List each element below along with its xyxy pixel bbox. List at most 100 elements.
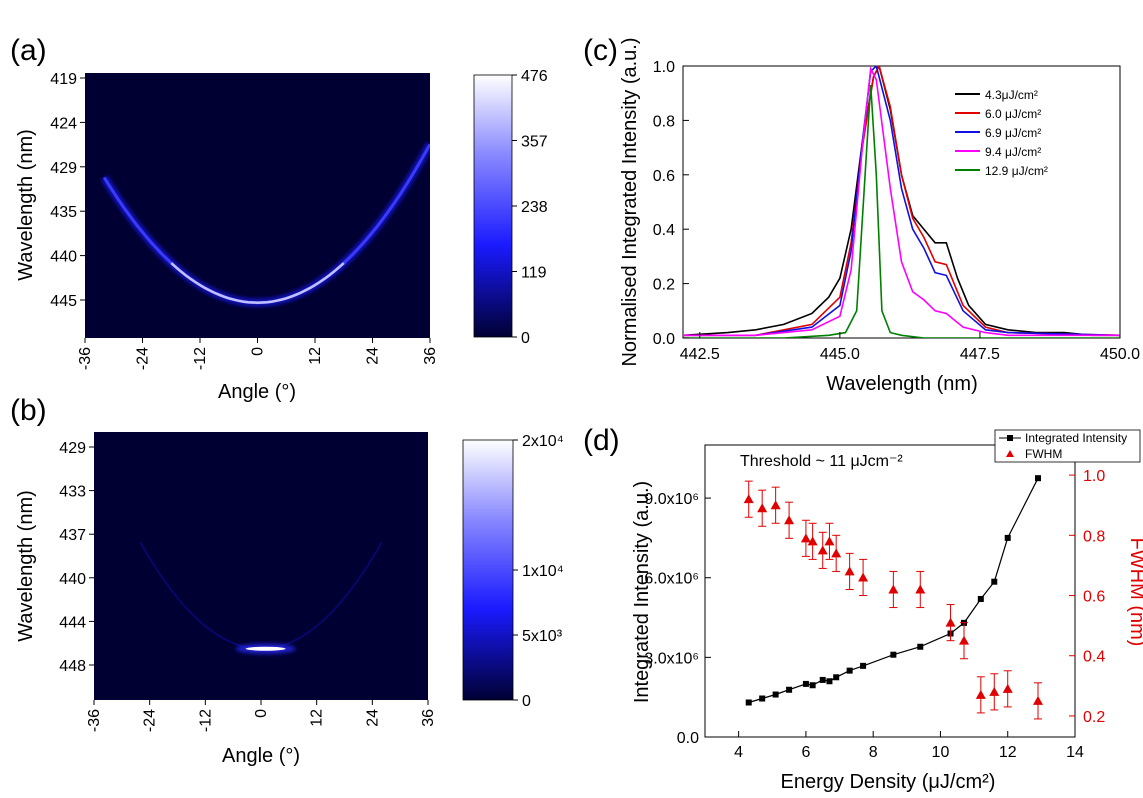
- threshold-xlabel: Energy Density (μJ/cm²): [781, 771, 996, 793]
- y-right-tick-label: 0.6: [1083, 589, 1105, 606]
- x-tick-label: 450.0: [1100, 346, 1140, 363]
- intensity-point: [826, 678, 833, 685]
- x-tick-label: 24: [365, 347, 382, 365]
- intensity-point: [846, 667, 853, 674]
- y-tick-label: 435: [50, 204, 77, 221]
- y-tick-label: 3.0x10⁶: [644, 650, 699, 667]
- heatmap-a-xlabel: Angle (°): [218, 381, 296, 403]
- x-tick-label: 0: [253, 709, 270, 718]
- fwhm-point: [975, 689, 986, 699]
- panel-label-d: (d): [583, 424, 620, 457]
- intensity-point: [917, 643, 924, 650]
- fwhm-point: [831, 548, 842, 558]
- intensity-point: [1035, 475, 1041, 482]
- heatmap-b-xlabel: Angle (°): [222, 745, 300, 767]
- threshold-ylabel-right: FWHM (nm): [1126, 538, 1143, 647]
- panel-d: 4 6 8 10 12 14 0.0 3.0x10⁶ 6.0x10⁶ 9.0x10⁶ 0.2 0.4 0…: [631, 429, 1143, 793]
- y-tick-label: 444: [59, 614, 86, 631]
- colorbar-tick-label: 476: [521, 68, 548, 85]
- x-tick-label: 24: [364, 709, 381, 727]
- fwhm-point: [770, 500, 781, 510]
- spectrum-line: [683, 66, 1120, 337]
- legend-label: FWHM: [1025, 447, 1062, 461]
- legend-box: [994, 429, 1141, 463]
- intensity-point: [1004, 534, 1011, 541]
- spectra-axes-frame: [682, 65, 1121, 339]
- y-tick-label: 0.6: [653, 168, 675, 185]
- panel-a: -36 -24 -12 0 12 24 36 419 424 429 435 440 445 Wavel…: [15, 68, 548, 403]
- x-tick-label: 447.5: [960, 346, 1000, 363]
- intensity-point: [745, 699, 752, 706]
- fwhm-point: [1002, 683, 1013, 693]
- panel-label-a: (a): [10, 34, 47, 67]
- legend-label: 12.9 μJ/cm²: [985, 164, 1048, 178]
- y-tick-label: 429: [50, 160, 77, 177]
- y-right-tick-label: 0.4: [1083, 649, 1105, 666]
- fwhm-point: [824, 536, 835, 546]
- colorbar-tick-label: 2x10⁴: [522, 433, 564, 450]
- y-tick-label: 0.4: [653, 222, 675, 239]
- spectra-xlabel: Wavelength (nm): [826, 373, 978, 395]
- intensity-point: [802, 680, 809, 687]
- intensity-point: [819, 676, 826, 683]
- x-tick-label: 36: [420, 709, 437, 727]
- fwhm-point: [945, 617, 956, 627]
- fwhm-point: [858, 572, 869, 582]
- intensity-point: [809, 682, 816, 689]
- panel-label-c: (c): [583, 34, 618, 67]
- fwhm-point: [784, 515, 795, 525]
- threshold-annotation: Threshold ~ 11 μJcm⁻²: [740, 453, 903, 470]
- legend-swatch-triangle: [1006, 450, 1014, 457]
- lasing-spot: [245, 646, 286, 651]
- y-tick-label: 0.8: [653, 113, 675, 130]
- intensity-point: [786, 686, 793, 693]
- fwhm-point: [757, 503, 768, 513]
- x-tick-label: 10: [932, 744, 950, 761]
- heatmap-a-background: [85, 73, 430, 338]
- fwhm-point: [844, 566, 855, 576]
- heatmap-a-ylabel: Wavelength (nm): [15, 129, 37, 281]
- x-tick-label: 12: [999, 744, 1017, 761]
- y-tick-label: 433: [59, 484, 86, 501]
- colorbar-tick-label: 0: [522, 693, 531, 710]
- legend-label: 4.3μJ/cm²: [985, 88, 1038, 102]
- colorbar-tick-label: 357: [521, 134, 548, 151]
- panel-label-b: (b): [10, 394, 47, 427]
- x-tick-label: -36: [86, 709, 103, 732]
- y-right-tick-label: 0.8: [1083, 528, 1105, 545]
- y-tick-label: 0.0: [653, 331, 675, 348]
- heatmap-b-background: [94, 432, 428, 700]
- threshold-axes-frame: [704, 444, 1076, 738]
- y-tick-label: 445: [50, 293, 77, 310]
- y-tick-label: 440: [50, 249, 77, 266]
- x-tick-label: 6: [801, 744, 810, 761]
- colorbar-tick-label: 1x10⁴: [522, 563, 564, 580]
- y-tick-label: 437: [59, 527, 86, 544]
- y-tick-label: 0.2: [653, 277, 675, 294]
- fwhm-point: [959, 635, 969, 645]
- panel-b: -36 -24 -12 0 12 24 36 429 433 437 440 444 448 Wavel…: [15, 432, 564, 767]
- x-tick-label: -24: [142, 709, 159, 732]
- y-tick-label: 440: [59, 571, 86, 588]
- x-tick-label: 445.0: [820, 346, 860, 363]
- intensity-point: [833, 674, 840, 681]
- intensity-point: [977, 595, 984, 602]
- fwhm-point: [743, 494, 754, 504]
- colorbar-tick-label: 238: [521, 199, 548, 216]
- y-tick-label: 9.0x10⁶: [644, 491, 699, 508]
- x-tick-label: 14: [1066, 744, 1084, 761]
- y-tick-label: 1.0: [653, 59, 675, 76]
- intensity-point: [860, 662, 867, 669]
- fwhm-point: [1033, 695, 1043, 705]
- fwhm-point: [915, 584, 926, 594]
- x-tick-label: -24: [135, 347, 152, 370]
- colorbar-tick-label: 0: [521, 330, 530, 347]
- spectrum-line: [683, 84, 1120, 338]
- intensity-point: [991, 578, 998, 585]
- legend-swatch-square: [1007, 435, 1013, 441]
- panel-c: 442.5 445.0 447.5 450.0 0.0 0.2 0.4 0.6 0.8 1.0 4…: [619, 37, 1140, 395]
- intensity-point: [890, 651, 897, 658]
- spectrum-line: [683, 66, 1120, 337]
- y-tick-label: 424: [50, 115, 77, 132]
